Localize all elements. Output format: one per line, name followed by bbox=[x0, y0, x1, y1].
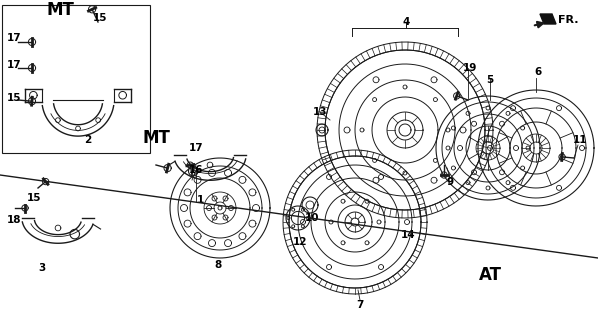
Text: 16: 16 bbox=[189, 165, 203, 175]
Text: 1: 1 bbox=[196, 195, 204, 205]
Text: 3: 3 bbox=[38, 263, 45, 273]
Text: 12: 12 bbox=[293, 237, 307, 247]
Text: MT: MT bbox=[46, 1, 74, 19]
Polygon shape bbox=[540, 14, 556, 24]
Text: 17: 17 bbox=[7, 33, 22, 43]
Text: FR.: FR. bbox=[558, 15, 578, 25]
Text: 17: 17 bbox=[189, 143, 203, 153]
Text: 15: 15 bbox=[7, 93, 22, 103]
Text: 11: 11 bbox=[573, 135, 587, 145]
Text: MT: MT bbox=[142, 129, 170, 147]
Text: 9: 9 bbox=[447, 177, 453, 187]
Text: 18: 18 bbox=[7, 215, 22, 225]
Text: 4: 4 bbox=[402, 17, 410, 27]
Text: AT: AT bbox=[478, 266, 502, 284]
Text: 13: 13 bbox=[313, 107, 327, 117]
Text: 17: 17 bbox=[7, 60, 22, 70]
Text: 8: 8 bbox=[214, 260, 222, 270]
Bar bbox=[2, 5, 150, 153]
Text: 15: 15 bbox=[93, 13, 107, 23]
Text: 10: 10 bbox=[305, 213, 319, 223]
Text: 15: 15 bbox=[27, 193, 41, 203]
Text: 14: 14 bbox=[401, 230, 416, 240]
Text: 2: 2 bbox=[84, 135, 91, 145]
Text: 6: 6 bbox=[535, 67, 542, 77]
Text: 7: 7 bbox=[356, 300, 364, 310]
Text: 5: 5 bbox=[486, 75, 493, 85]
Text: 19: 19 bbox=[463, 63, 477, 73]
